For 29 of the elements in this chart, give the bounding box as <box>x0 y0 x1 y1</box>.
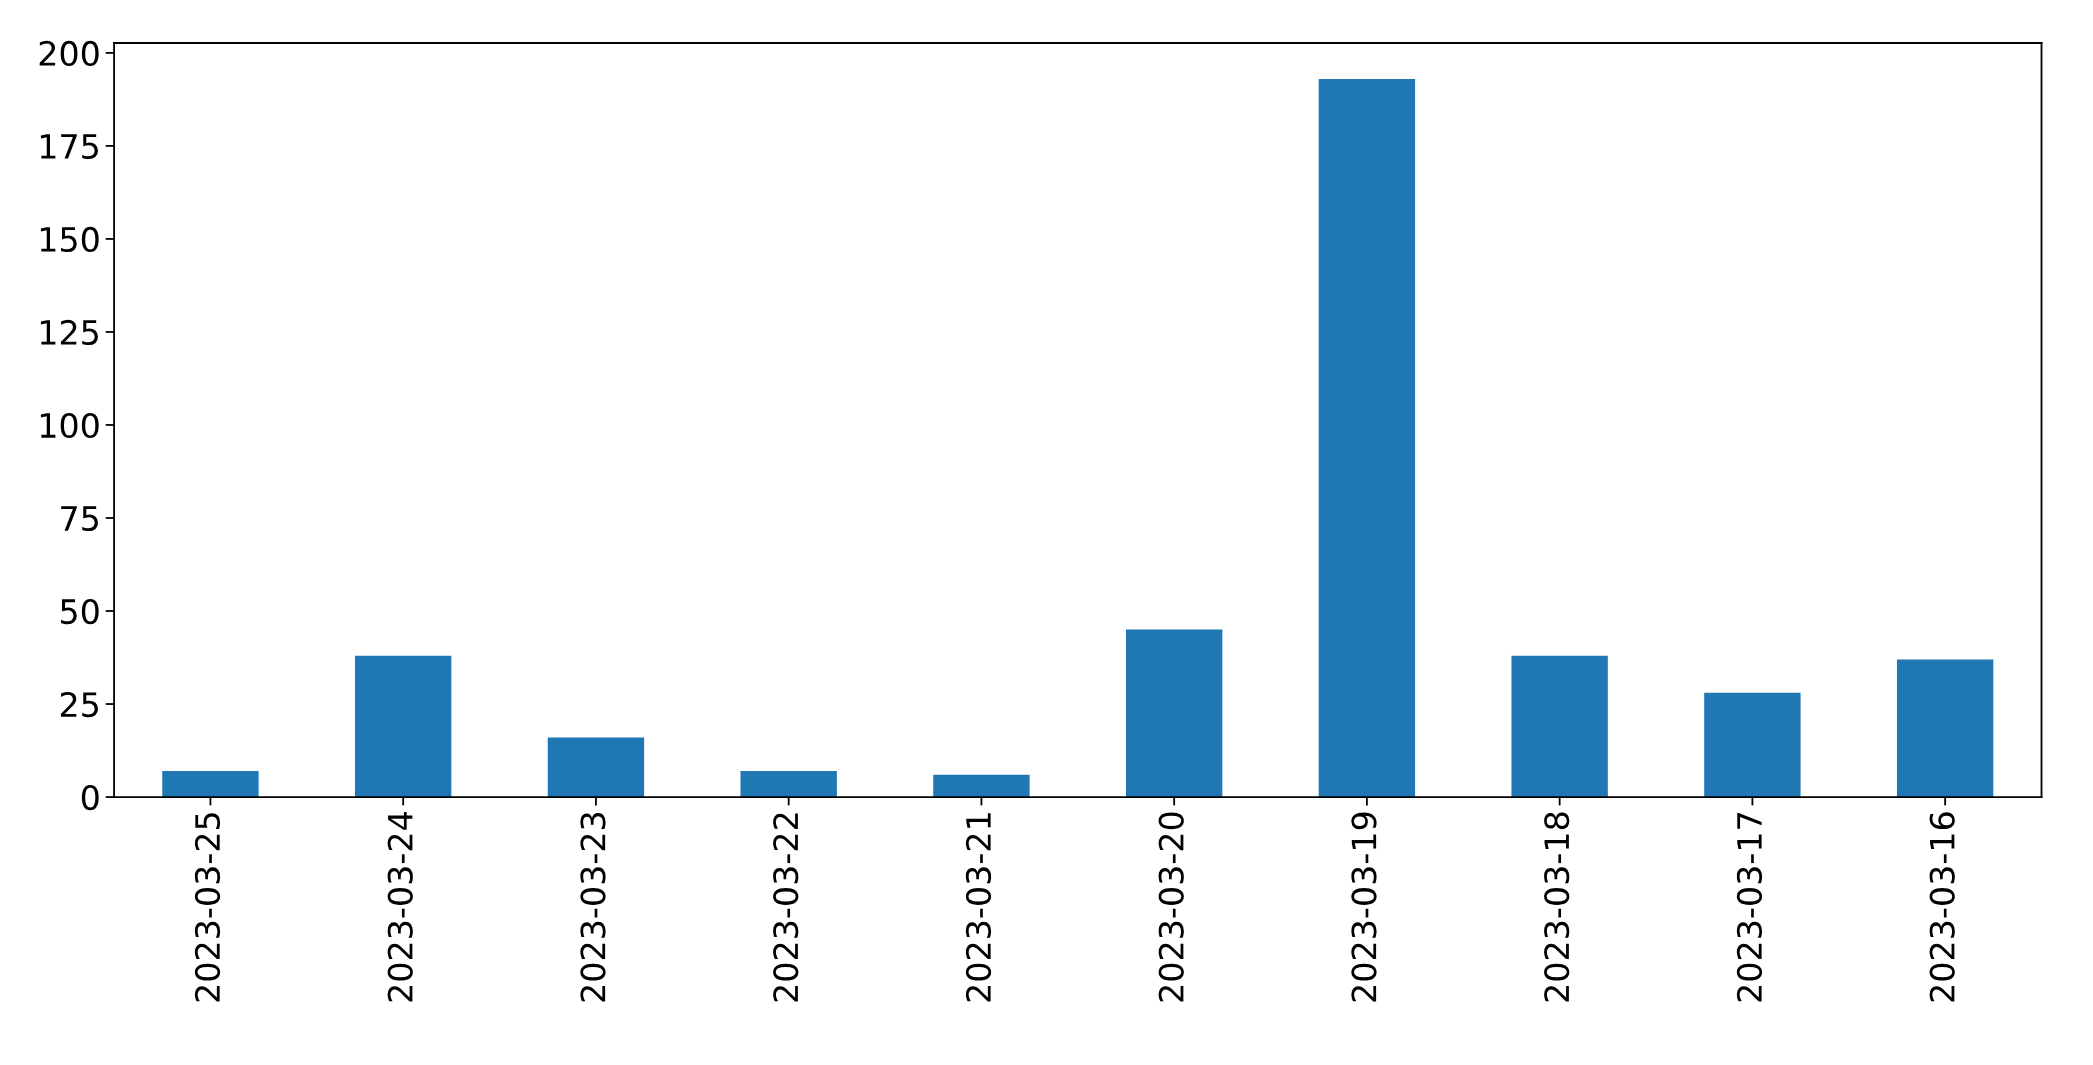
bar <box>740 771 837 798</box>
y-tick-label: 200 <box>39 40 99 67</box>
y-tick-label: 0 <box>81 784 99 811</box>
x-tick-label: 2023-03-25 <box>194 813 221 1002</box>
bar <box>547 737 645 798</box>
x-tick-label: 2023-03-19 <box>1351 812 1377 1002</box>
x-tick-label: 2023-03-18 <box>1544 812 1570 1002</box>
bar <box>1511 655 1608 798</box>
x-tick-label: 2023-03-23 <box>580 812 606 1002</box>
bar <box>1125 629 1223 798</box>
bar <box>355 655 452 798</box>
bar <box>162 771 259 798</box>
x-tick-label: 2023-03-21 <box>965 813 992 1002</box>
x-tick-label: 2023-03-16 <box>1929 812 1955 1002</box>
bar <box>1318 78 1416 798</box>
y-tick-label: 50 <box>61 598 99 625</box>
x-tick-label: 2023-03-22 <box>773 813 799 1002</box>
y-tick-label: 175 <box>40 134 98 160</box>
y-tick-label: 125 <box>40 319 98 346</box>
bar <box>1704 692 1801 798</box>
x-tick-label: 2023-03-17 <box>1736 813 1763 1002</box>
bar <box>1896 659 1994 798</box>
x-tick-label: 2023-03-20 <box>1158 812 1184 1002</box>
x-tick-label: 2023-03-24 <box>387 812 413 1002</box>
y-tick-label: 75 <box>61 506 98 532</box>
y-tick-label: 25 <box>60 691 98 718</box>
y-tick-label: 150 <box>40 226 99 253</box>
bar <box>933 774 1030 798</box>
y-tick-label: 100 <box>40 412 99 439</box>
